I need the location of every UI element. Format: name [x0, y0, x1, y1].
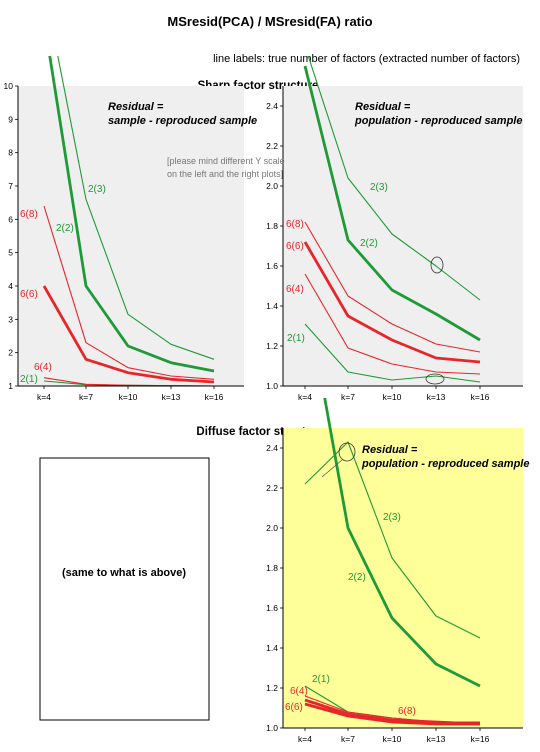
y-tick-label: 2.4 [266, 101, 278, 111]
series-line-2(3) [307, 56, 481, 301]
x-tick-label: k=7 [341, 392, 355, 402]
residual-annotation-line2: population - reproduced sample [361, 458, 529, 470]
y-tick-label: 6 [8, 214, 13, 224]
series-label-2(3): 2(3) [383, 512, 401, 523]
highlight-ellipse [425, 373, 445, 385]
y-tick-label: 1.2 [266, 683, 278, 693]
residual-annotation-line1: Residual = [108, 101, 164, 113]
series-label-2(1): 2(1) [312, 674, 330, 685]
residual-annotation-line1: Residual = [362, 444, 418, 456]
x-tick-label: k=4 [37, 392, 51, 402]
y-tick-label: 5 [8, 248, 13, 258]
series-label-2(1): 2(1) [20, 374, 38, 385]
series-line-2(1) [304, 323, 481, 383]
panel-sharp-population: 2(3) 2(2) 2(1) 6(8) 6(6) 6(4) 1.0 1.2 1.4 1.6 1.8… [266, 56, 523, 402]
y-tick-label: 1.0 [266, 381, 278, 391]
x-tick-label: k=10 [383, 734, 402, 744]
y-tick-label: 7 [8, 181, 13, 191]
y-tick-label: 2.4 [266, 443, 278, 453]
x-tick-label: k=4 [298, 734, 312, 744]
x-tick-label: k=4 [298, 392, 312, 402]
series-label-2(3): 2(3) [370, 182, 388, 193]
figure-subtitle: line labels: true number of factors (ext… [213, 53, 520, 65]
scale-note-line1: [please mind different Y scale [167, 156, 285, 166]
x-tick-label: k=10 [383, 392, 402, 402]
y-tick-label: 2 [8, 348, 13, 358]
y-tick-label: 1 [8, 381, 13, 391]
series-line-2(2) [323, 398, 481, 688]
series-label-2(1): 2(1) [287, 333, 305, 344]
y-tick-label: 1.0 [266, 723, 278, 733]
placeholder-text: (same to what is above) [62, 567, 186, 579]
figure-title: MSresid(PCA) / MSresid(FA) ratio [167, 14, 372, 29]
x-tick-label: k=13 [427, 734, 446, 744]
y-tick-label: 8 [8, 148, 13, 158]
x-tick-label: k=13 [162, 392, 181, 402]
plot-background [283, 86, 523, 386]
y-tick-label: 1.6 [266, 261, 278, 271]
y-tick-label: 1.8 [266, 221, 278, 231]
series-label-6(8): 6(8) [286, 219, 304, 230]
series-line-2(2) [48, 56, 215, 373]
y-tick-label: 1.8 [266, 563, 278, 573]
series-label-6(4): 6(4) [290, 686, 308, 697]
series-label-2(2): 2(2) [348, 572, 366, 583]
residual-annotation-line2: sample - reproduced sample [108, 115, 257, 127]
panel-diffuse-population: 2(3) 2(2) 2(1) 6(4) 6(8) 6(6) 1.0 1.2 1.4 1.6 1.8… [266, 398, 529, 744]
x-tick-label: k=16 [471, 392, 490, 402]
series-label-6(8): 6(8) [398, 706, 416, 717]
x-tick-label: k=7 [341, 734, 355, 744]
y-tick-label: 1.2 [266, 341, 278, 351]
series-line-6(8) [43, 205, 215, 380]
series-label-2(2): 2(2) [360, 238, 378, 249]
y-tick-label: 1.4 [266, 301, 278, 311]
series-label-6(4): 6(4) [286, 284, 304, 295]
panel-sharp-sample: 2(3) 2(2) 2(1) 6(8) 6(6) 6(4) 1 2 3 4 5 6 7 8 9 10 k=4 k… [4, 56, 257, 402]
highlight-ellipse [338, 442, 356, 462]
y-tick-label: 3 [8, 314, 13, 324]
series-label-6(6): 6(6) [286, 241, 304, 252]
x-tick-label: k=10 [119, 392, 138, 402]
y-tick-label: 10 [4, 81, 14, 91]
y-tick-label: 2.0 [266, 181, 278, 191]
series-label-6(8): 6(8) [20, 209, 38, 220]
series-label-2(2): 2(2) [56, 223, 74, 234]
placeholder-box [39, 457, 210, 721]
x-tick-label: k=7 [79, 392, 93, 402]
y-tick-label: 9 [8, 114, 13, 124]
scale-note-line2: on the left and the right plots] [167, 169, 283, 179]
series-line-2(2) [303, 65, 481, 342]
series-line-6(6) [304, 702, 480, 726]
series-line-2(3) [57, 56, 215, 360]
residual-annotation-line2: population - reproduced sample [354, 115, 522, 127]
x-tick-label: k=16 [471, 734, 490, 744]
x-tick-label: k=16 [205, 392, 224, 402]
y-tick-label: 1.6 [266, 603, 278, 613]
y-tick-label: 2.0 [266, 523, 278, 533]
series-label-2(3): 2(3) [88, 184, 106, 195]
plot-background [18, 86, 244, 386]
residual-annotation-line1: Residual = [355, 101, 411, 113]
series-label-6(6): 6(6) [20, 289, 38, 300]
series-label-6(4): 6(4) [34, 362, 52, 373]
plot-background [283, 428, 523, 728]
highlight-pointer [321, 459, 343, 478]
y-tick-label: 4 [8, 281, 13, 291]
series-label-6(6): 6(6) [285, 702, 303, 713]
x-tick-label: k=13 [427, 392, 446, 402]
y-tick-label: 1.4 [266, 643, 278, 653]
series-line-6(6) [42, 285, 215, 384]
highlight-ellipse [430, 256, 444, 274]
y-tick-label: 2.2 [266, 483, 278, 493]
series-line-6(8) [304, 221, 481, 353]
series-line-6(4) [304, 273, 481, 375]
series-line-2(3) [304, 441, 481, 639]
series-line-6(6) [303, 241, 481, 364]
y-tick-label: 2.2 [266, 141, 278, 151]
